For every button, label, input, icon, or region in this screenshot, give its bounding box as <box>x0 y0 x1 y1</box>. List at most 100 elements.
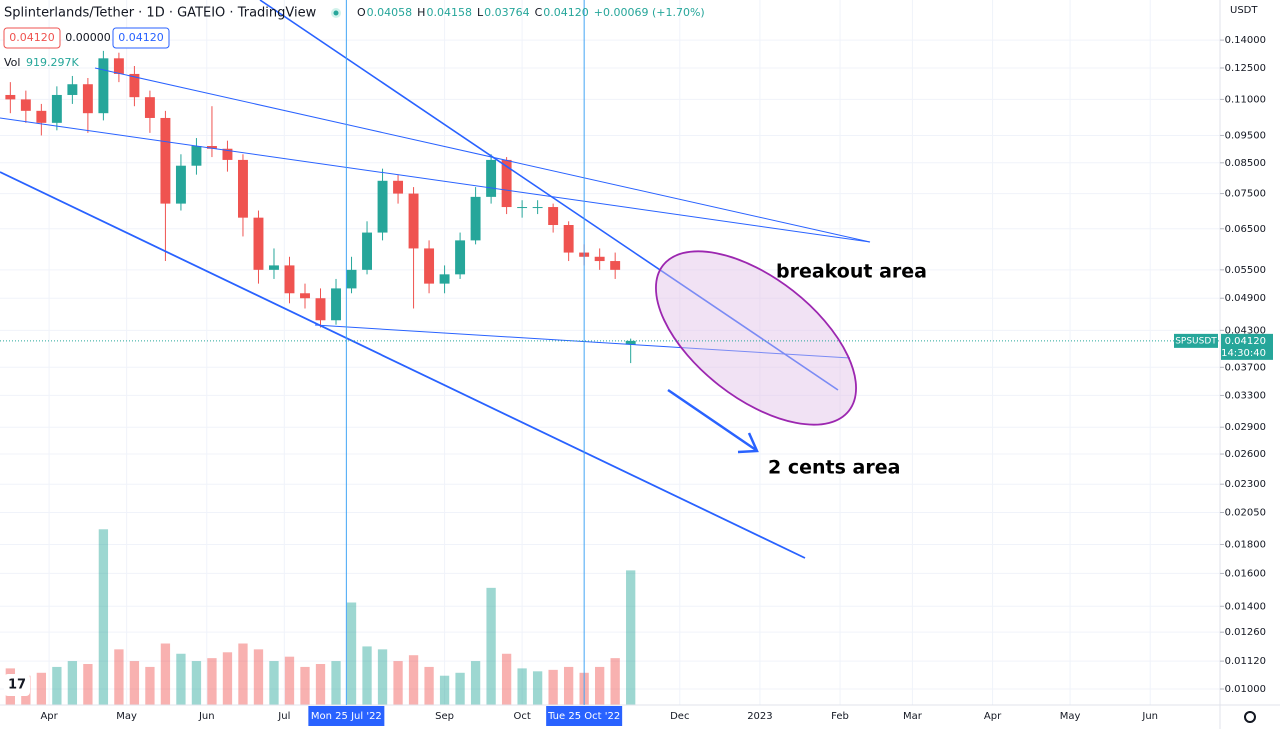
logo: 17 <box>8 678 26 693</box>
y-tick-label: 0.02050 <box>1225 507 1266 518</box>
volume-bar <box>424 666 434 705</box>
y-tick-label: 0.02600 <box>1225 449 1266 460</box>
volume-bar <box>83 664 93 705</box>
y-tick-label: 0.14000 <box>1225 35 1266 46</box>
volume-bar <box>129 661 140 705</box>
candle-body <box>424 248 435 284</box>
volume-bar <box>455 672 465 705</box>
volume-bar <box>501 653 512 705</box>
volume-value: 919.297K <box>26 56 79 69</box>
tv-logo: 17 <box>4 674 30 696</box>
volume-bar <box>548 669 558 705</box>
annotation: 2 cents area <box>768 457 900 479</box>
x-tick-label: Jul <box>277 711 290 722</box>
volume-bar <box>269 661 279 705</box>
volume-bar <box>145 666 155 705</box>
candle-body <box>563 225 574 253</box>
volume-bar <box>315 664 326 705</box>
candle-body <box>206 146 217 149</box>
volume-bar <box>439 675 450 705</box>
gear[interactable] <box>1244 711 1256 723</box>
candle-body <box>269 265 279 270</box>
chart-title: Splinterlands/Tether · 1D · GATEIO · Tra… <box>4 6 317 21</box>
volume-bar <box>191 661 202 705</box>
volume-bar <box>160 643 171 705</box>
volume-bar <box>300 666 310 705</box>
volume-bar <box>331 661 341 705</box>
volume-bar <box>36 672 47 705</box>
marker-label: Tue 25 Oct '22 <box>547 711 620 722</box>
candle-body <box>238 159 248 218</box>
candle-body <box>455 240 466 275</box>
y-tick-label: 0.02300 <box>1225 479 1266 490</box>
ohlc-value: 0.04158 <box>426 6 472 19</box>
y-tick-label: 0.01260 <box>1225 627 1266 638</box>
marker-box <box>546 706 623 726</box>
ohlc-value: 0.04120 <box>543 6 589 19</box>
volume-bar <box>595 666 605 705</box>
candle-body <box>393 180 404 194</box>
y-tick-label: 0.01600 <box>1225 568 1266 579</box>
volume-bar <box>98 529 109 705</box>
x-tick-label: May <box>116 711 137 722</box>
arrow-head <box>737 432 759 454</box>
y-tick-label: 0.03300 <box>1225 390 1266 401</box>
marker-label: Mon 25 Jul '22 <box>311 711 382 722</box>
volume-bar <box>346 602 357 705</box>
bid-box[interactable] <box>3 27 61 49</box>
x-tick-label: 2023 <box>747 711 772 722</box>
ask-box[interactable] <box>112 27 170 49</box>
candle-body <box>191 146 202 166</box>
x-tick-label: Sep <box>435 711 454 722</box>
candle-body <box>300 293 310 299</box>
y-tick-label: 0.01800 <box>1225 539 1266 550</box>
volume-bar <box>563 666 574 705</box>
currency[interactable]: USDT <box>1230 5 1258 16</box>
candle-body <box>501 159 512 208</box>
candle-body <box>98 58 109 114</box>
y-tick-label: 0.09500 <box>1225 130 1266 141</box>
drawings <box>0 0 871 559</box>
ohlc-key: L <box>477 6 484 19</box>
candle-body <box>517 207 528 209</box>
trend-line <box>0 117 871 243</box>
candle-body <box>36 110 47 123</box>
y-tick-label: 0.08500 <box>1225 158 1266 169</box>
y-tick-label: 0.07500 <box>1225 189 1266 200</box>
candle-body <box>175 165 186 204</box>
volume-bar <box>52 666 62 705</box>
candle-body <box>20 99 31 111</box>
y-tick-label: 0.04300 <box>1225 325 1266 336</box>
annotation: breakout area <box>776 261 927 283</box>
candle-body <box>610 261 621 270</box>
trend-line <box>259 0 839 391</box>
x-tick-label: Oct <box>513 711 530 722</box>
volume-bar <box>176 653 186 705</box>
candle-body <box>67 84 78 95</box>
change: +0.00069 (+1.70%) <box>594 6 705 19</box>
candle-body <box>222 148 233 160</box>
trend-line <box>314 324 851 359</box>
x-tick-label: Jun <box>198 711 215 722</box>
volume-bar <box>222 652 233 705</box>
bid: 0.04120 <box>9 31 55 44</box>
candle-body <box>129 73 140 98</box>
ohlc-value: 0.04058 <box>367 6 413 19</box>
volume-bar <box>207 658 217 705</box>
candle-body <box>331 288 341 321</box>
candle-body <box>408 193 419 249</box>
ohlc-key: H <box>417 6 425 19</box>
volume-bar <box>114 649 124 705</box>
y-tick-label: 0.12500 <box>1225 63 1266 74</box>
settings[interactable] <box>1244 711 1256 723</box>
x-tick-label: Mar <box>903 711 923 722</box>
volume-bar <box>532 671 543 705</box>
candle-body <box>144 97 155 118</box>
y-tick-label: 0.01000 <box>1225 684 1266 695</box>
ohlc-key: C <box>535 6 543 19</box>
volume-bar <box>626 570 636 705</box>
x-tick-label: Apr <box>984 711 1002 722</box>
